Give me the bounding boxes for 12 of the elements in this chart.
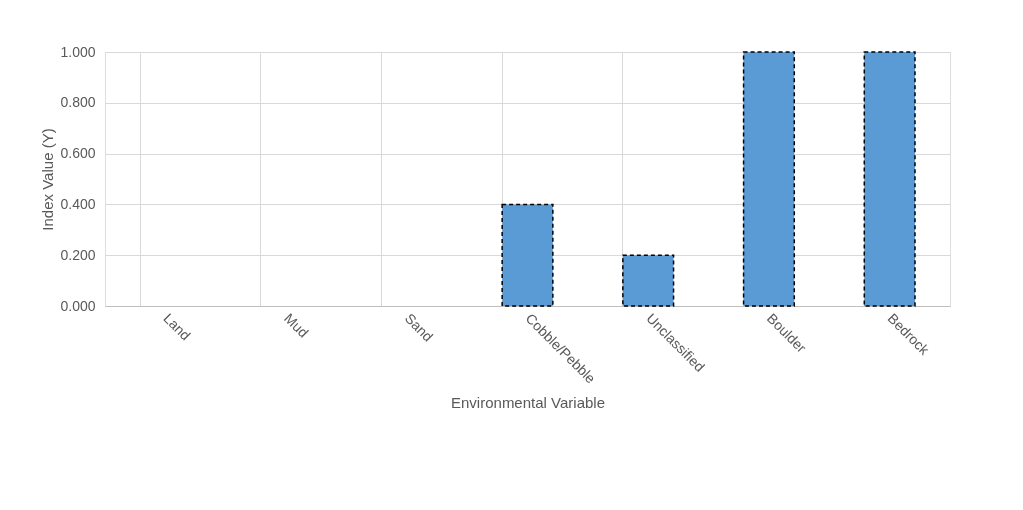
y-tick-label: 0.200 bbox=[60, 246, 96, 263]
x-axis-title: Environmental Variable bbox=[451, 394, 605, 412]
bar bbox=[742, 51, 796, 307]
bar bbox=[863, 51, 916, 307]
y-tick-label: 0.400 bbox=[60, 195, 96, 212]
bar bbox=[501, 203, 554, 307]
bar bbox=[622, 254, 675, 307]
y-tick-label: 0.800 bbox=[60, 94, 96, 111]
y-tick-label: 1.000 bbox=[60, 43, 96, 60]
y-tick-label: 0.600 bbox=[60, 145, 96, 162]
y-tick-label: 0.000 bbox=[60, 297, 96, 314]
y-axis-title: Index Value (Y) bbox=[39, 128, 57, 231]
